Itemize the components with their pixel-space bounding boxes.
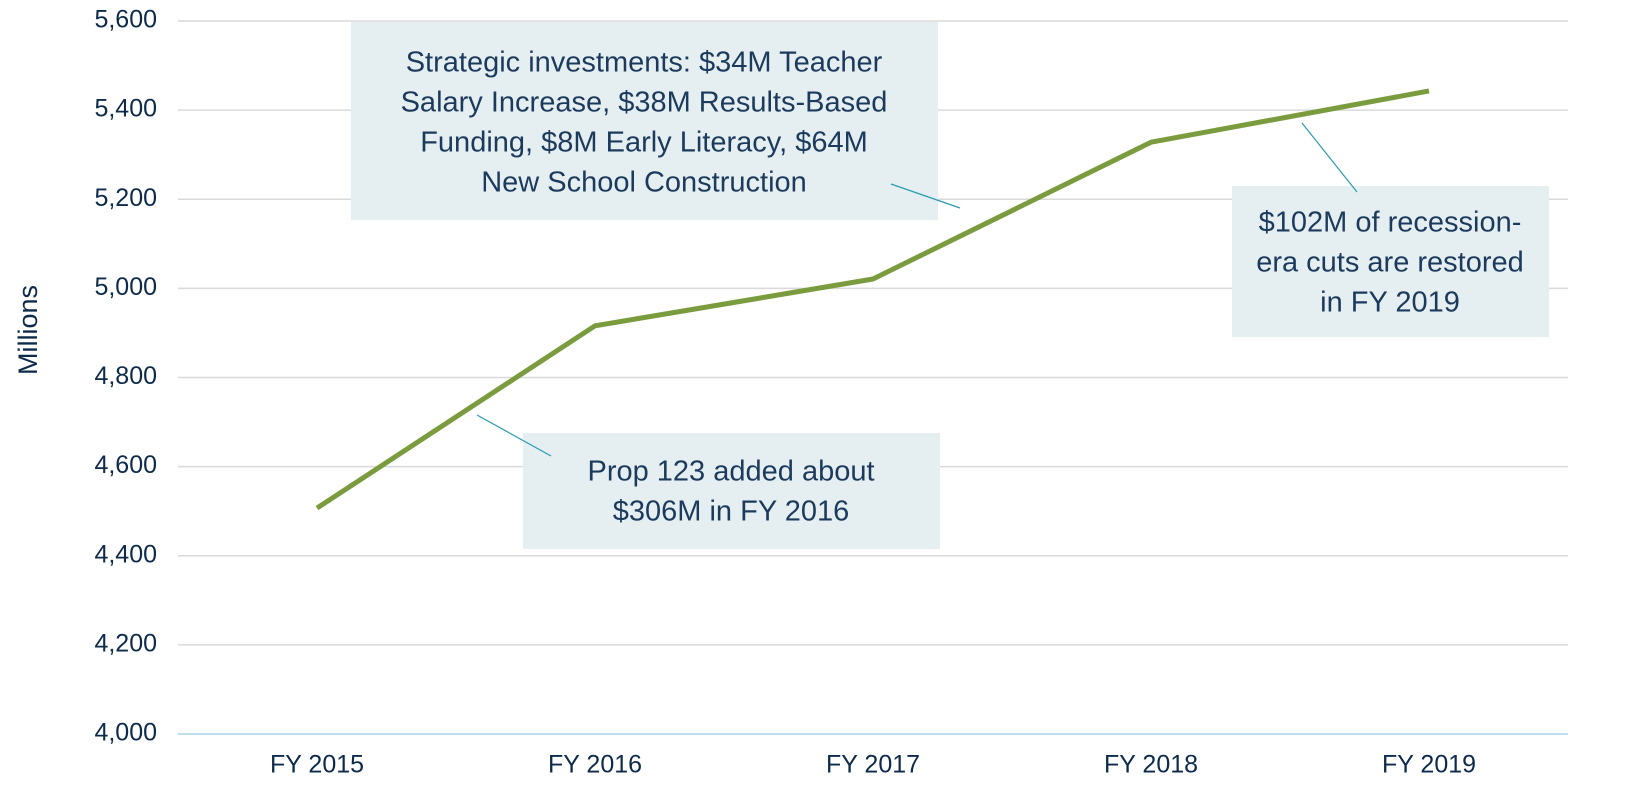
annotation-text: $102M of recession-	[1259, 207, 1522, 239]
annotation-text: Funding, $8M Early Literacy, $64M	[420, 127, 868, 159]
y-axis-label: Millions	[13, 285, 43, 375]
annotation-leader	[476, 414, 552, 457]
y-tick-label: 4,800	[94, 362, 157, 390]
annotation-text: Salary Increase, $38M Results-Based	[401, 87, 888, 119]
annotation-text: Prop 123 added about	[587, 456, 874, 488]
y-tick-label: 4,000	[94, 719, 157, 747]
y-tick-label: 5,200	[94, 184, 157, 212]
annotation-text: $306M in FY 2016	[613, 496, 849, 528]
y-tick-label: 4,600	[94, 451, 157, 479]
annotation-text: Strategic investments: $34M Teacher	[406, 47, 883, 79]
x-tick-label: FY 2016	[548, 751, 642, 779]
annotation-text: New School Construction	[481, 167, 807, 199]
y-tick-label: 4,400	[94, 540, 157, 568]
x-tick-label: FY 2017	[826, 751, 920, 779]
x-tick-label: FY 2015	[270, 751, 364, 779]
annotation-text: in FY 2019	[1320, 287, 1460, 319]
y-tick-label: 5,400	[94, 95, 157, 123]
y-tick-label: 4,200	[94, 629, 157, 657]
annotation-box	[523, 433, 940, 549]
annotation-text: era cuts are restored	[1256, 247, 1524, 279]
annotation-box	[351, 22, 938, 220]
data-line	[315, 88, 1430, 511]
x-tick-label: FY 2019	[1382, 751, 1476, 779]
annotation-leader	[1301, 122, 1358, 193]
x-tick-label: FY 2018	[1104, 751, 1198, 779]
annotation-leader	[890, 183, 961, 209]
y-tick-label: 5,000	[94, 273, 157, 301]
annotation-box	[1232, 186, 1549, 337]
y-tick-label: 5,600	[94, 6, 157, 34]
